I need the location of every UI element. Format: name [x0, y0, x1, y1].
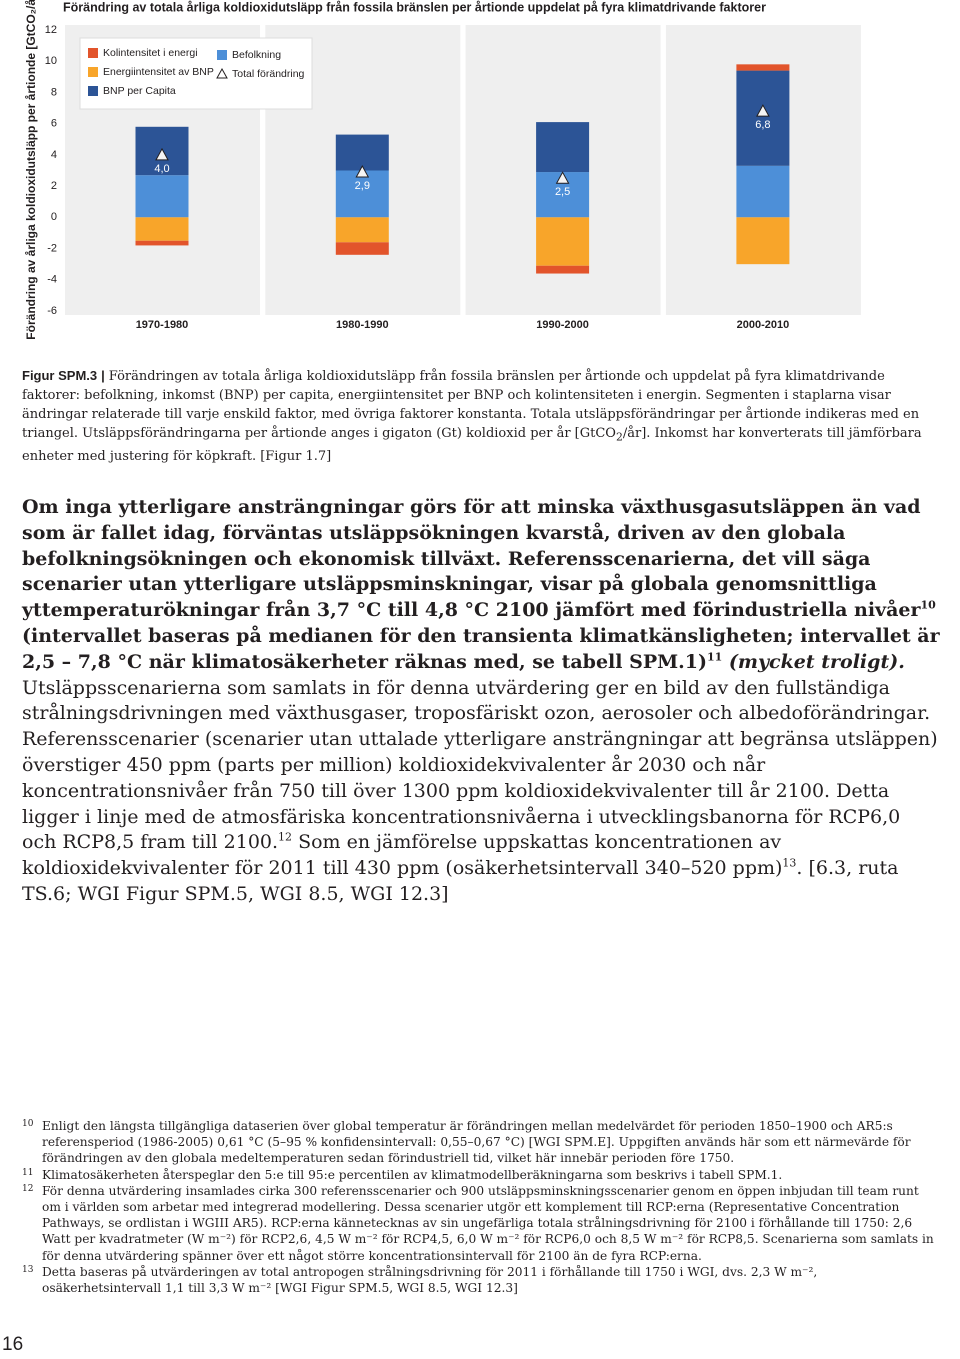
caption-subscript: 2 [615, 430, 623, 444]
bar-segment [536, 217, 590, 266]
page-number: 16 [2, 1334, 24, 1355]
total-marker [756, 104, 770, 117]
y-tick-label: 12 [45, 24, 57, 36]
footnote-text: Enligt den längsta tillgängliga dataseri… [42, 1119, 911, 1166]
figure-caption: Figur SPM.3 | Förändringen av totala årlig… [22, 366, 940, 466]
body-text: (intervallet baseras på medianen för den… [22, 624, 940, 673]
bar-segment [536, 122, 590, 173]
y-axis-label: Förändring av årliga koldioxidutsläpp pe… [24, 0, 38, 340]
total-label: 6,8 [755, 119, 770, 131]
y-tick-label: 8 [51, 86, 57, 98]
bar-segment [536, 265, 590, 274]
y-tick-label: 10 [45, 55, 57, 67]
legend-label: Befolkning [232, 49, 281, 61]
caption-separator: | [101, 368, 105, 383]
bar-segment [736, 217, 790, 265]
x-tick-label: 2000-2010 [737, 319, 790, 331]
footnote-number: 10 [22, 1119, 34, 1129]
y-tick-label: 2 [51, 180, 57, 192]
y-tick-label: 6 [51, 118, 57, 130]
footnote-text: Detta baseras på utvärderingen av total … [42, 1264, 818, 1296]
body-paragraph: Om inga ytterligare ansträngningar görs … [22, 495, 940, 908]
footnote-number: 12 [22, 1183, 34, 1194]
y-tick-label: 4 [51, 149, 57, 161]
footnote-number: 11 [22, 1167, 34, 1178]
x-tick-label: 1980-1990 [336, 319, 389, 331]
total-marker [355, 165, 370, 178]
bar-segment [736, 64, 790, 71]
y-tick-label: 0 [51, 211, 57, 223]
y-tick-label: -2 [47, 242, 57, 254]
total-marker [555, 171, 570, 184]
footnote: 13 Detta baseras på utvärderingen av tota… [22, 1264, 940, 1296]
bar-segment [335, 170, 389, 218]
body-text: (mycket troligt). [722, 650, 905, 673]
legend-label: Total förändring [232, 68, 305, 80]
bar-segment [335, 242, 389, 255]
total-label: 2,5 [555, 186, 570, 198]
footnote: 10 Enligt den längsta tillgängliga datase… [22, 1118, 940, 1167]
legend-swatch [88, 67, 98, 77]
footnote-ref: 10 [920, 598, 936, 612]
footnote: 12 För denna utvärdering insamlades cirka… [22, 1183, 940, 1264]
bar-segment [736, 70, 790, 166]
body-text: Om inga ytterligare ansträngningar görs … [22, 496, 921, 622]
chart-title: Förändring av totala årliga koldioxiduts… [63, 0, 766, 14]
bar-segment [335, 134, 389, 171]
bar-segment [736, 165, 790, 218]
caption-text: /år]. Inkomst har konverterats till jämf… [22, 426, 922, 464]
footnote-ref: 12 [278, 831, 293, 845]
footnote: 11 Klimatosäkerheten återspeglar den 5:e … [22, 1167, 940, 1183]
total-marker [155, 147, 169, 161]
footnote-text: För denna utvärdering insamlades cirka 3… [42, 1183, 934, 1263]
bar-segment [135, 217, 189, 241]
footnote-number: 13 [22, 1264, 34, 1275]
legend-label: Kolintensitet i energi [103, 47, 198, 59]
chart: Förändring av totala årliga koldioxiduts… [24, 0, 861, 340]
footnote-text: Klimatosäkerheten återspeglar den 5:e ti… [42, 1167, 783, 1182]
legend-swatch [88, 48, 98, 58]
y-tick-label: -4 [47, 274, 57, 286]
total-label: 4,0 [154, 163, 169, 175]
total-label: 2,9 [355, 180, 370, 192]
caption-label: Figur SPM.3 [22, 368, 98, 383]
body-text: Som en jämförelse uppskattas koncentrati… [22, 831, 783, 880]
bar-segment [135, 175, 189, 218]
legend-swatch [88, 86, 98, 96]
body-text: Utsläppsscenarierna som samlats in för d… [22, 676, 938, 854]
x-tick-label: 1990-2000 [536, 319, 589, 331]
footnote-ref: 11 [706, 650, 723, 664]
bar-segment [135, 240, 189, 246]
bar-segment [335, 217, 389, 243]
legend-label: Energiintensitet av BNP [103, 66, 214, 78]
footnotes: 10 Enligt den längsta tillgängliga datase… [22, 1118, 940, 1296]
x-tick-label: 1970-1980 [136, 319, 189, 331]
footnote-ref: 13 [782, 856, 797, 870]
caption-text: Förändringen av totala årliga koldioxidu… [22, 369, 920, 441]
body-text: . [6.3, ruta TS.6; WGI Figur SPM.5, WGI … [22, 857, 899, 905]
legend-label: BNP per Capita [103, 85, 176, 97]
legend-swatch [217, 50, 227, 60]
legend-box [79, 37, 313, 110]
legend-swatch [216, 67, 228, 79]
y-tick-label: -6 [47, 305, 57, 317]
